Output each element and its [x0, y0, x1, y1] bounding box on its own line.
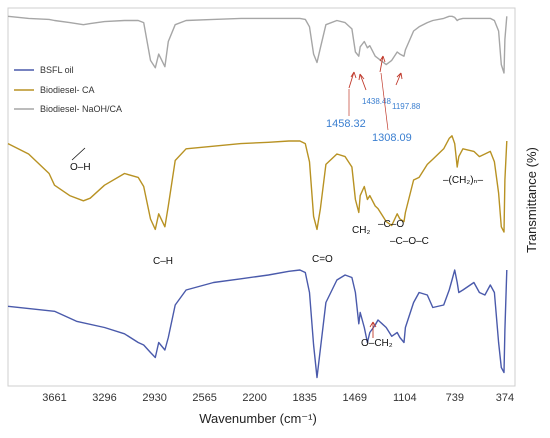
band-label-ch2: CH₂ [352, 225, 370, 236]
x-tick-label: 739 [446, 392, 464, 404]
leader-1308 [380, 72, 389, 131]
band-annotations: O–H C–H C=O CH₂ –C–O –C–O–C –(CH₂)ₙ– O–C… [70, 147, 484, 349]
x-tick-label: 3296 [92, 392, 116, 404]
peak-label-1438: 1438.48 [362, 97, 391, 106]
band-pointer-oh [71, 147, 86, 161]
y-axis-label: Transmittance (%) [524, 147, 539, 253]
band-label-c-o: –C–O [378, 219, 404, 230]
x-tick-label: 1104 [393, 392, 417, 404]
peak-label-1458: 1458.32 [326, 118, 366, 130]
band-label-och2: O–CH₂ [361, 338, 393, 349]
peak-leaders [348, 72, 389, 131]
series-line-biodiesel-ca [7, 135, 508, 233]
band-label-c-o-c: –C–O–C [390, 236, 429, 247]
x-tick-label: 2200 [242, 392, 266, 404]
peak-labels: 1458.32 1438.48 1308.09 1197.88 [326, 97, 421, 144]
series-line-biodiesel-naoh-ca [7, 15, 508, 74]
x-tick-label: 1469 [343, 392, 367, 404]
x-tick-labels: 3661 3296 2930 2565 2200 1835 1469 1104 739 374 [42, 392, 514, 404]
arrow-1308 [379, 55, 386, 73]
x-tick-label: 3661 [42, 392, 66, 404]
peak-label-1197: 1197.88 [392, 102, 421, 111]
legend-label-bsfl: BSFL oil [40, 65, 74, 75]
arrows [348, 55, 403, 338]
plot-frame [7, 7, 516, 387]
band-label-co: C=O [312, 254, 333, 265]
arrow-1458 [348, 71, 357, 89]
peak-label-1308: 1308.09 [372, 132, 412, 144]
legend-label-naoh: Biodiesel- NaOH/CA [40, 104, 122, 114]
arrow-1197 [395, 72, 403, 86]
band-label-ch: C–H [153, 256, 173, 267]
series-layer [7, 15, 508, 379]
band-label-oh: O–H [70, 162, 91, 173]
x-axis-label: Wavenumber (cm⁻¹) [199, 411, 317, 426]
x-tick-label: 374 [496, 392, 514, 404]
legend: BSFL oil Biodiesel- CA Biodiesel- NaOH/C… [14, 65, 122, 114]
legend-label-ca: Biodiesel- CA [40, 85, 95, 95]
arrow-1438 [358, 73, 367, 91]
x-tick-label: 1835 [292, 392, 316, 404]
series-line-bsfl-oil [7, 269, 508, 379]
arrow-och2 [369, 321, 377, 338]
x-tick-label: 2565 [192, 392, 216, 404]
band-label-ch2n: –(CH₂)ₙ– [443, 175, 484, 186]
x-tick-label: 2930 [142, 392, 166, 404]
